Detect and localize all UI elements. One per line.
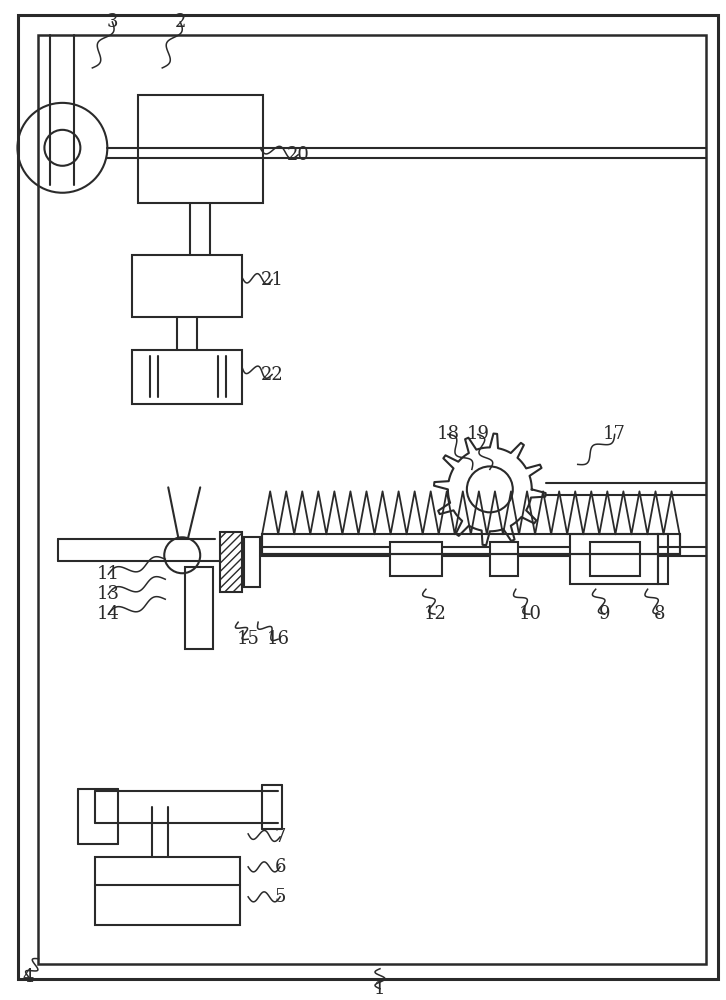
Bar (185, 567, 213, 649)
Bar (95, 857, 240, 925)
Text: 3: 3 (107, 13, 118, 31)
Text: 2: 2 (174, 13, 186, 31)
Text: 13: 13 (97, 585, 120, 603)
Bar (658, 534, 668, 584)
Text: 5: 5 (274, 888, 286, 906)
Text: 15: 15 (237, 630, 260, 648)
Text: 16: 16 (266, 630, 290, 648)
Text: 8: 8 (654, 605, 665, 623)
Bar (138, 95, 263, 203)
Text: 18: 18 (436, 425, 460, 443)
Bar (490, 542, 518, 576)
Text: 20: 20 (287, 146, 309, 164)
Text: 6: 6 (274, 858, 286, 876)
Text: 17: 17 (603, 425, 626, 443)
Bar (132, 350, 242, 404)
Text: 10: 10 (518, 605, 542, 623)
Bar (570, 534, 658, 584)
Text: 22: 22 (261, 366, 283, 384)
Text: 11: 11 (97, 565, 120, 583)
Bar (390, 542, 442, 576)
Text: 1: 1 (374, 980, 386, 998)
Bar (262, 534, 680, 554)
Text: 21: 21 (261, 271, 284, 289)
Text: 9: 9 (599, 605, 611, 623)
Bar (244, 537, 260, 587)
Bar (220, 532, 242, 592)
Text: 12: 12 (423, 605, 446, 623)
Text: 14: 14 (97, 605, 120, 623)
Bar (590, 542, 640, 576)
Bar (132, 255, 242, 317)
Text: 19: 19 (466, 425, 489, 443)
Text: 7: 7 (274, 828, 286, 846)
Text: 4: 4 (23, 968, 34, 986)
